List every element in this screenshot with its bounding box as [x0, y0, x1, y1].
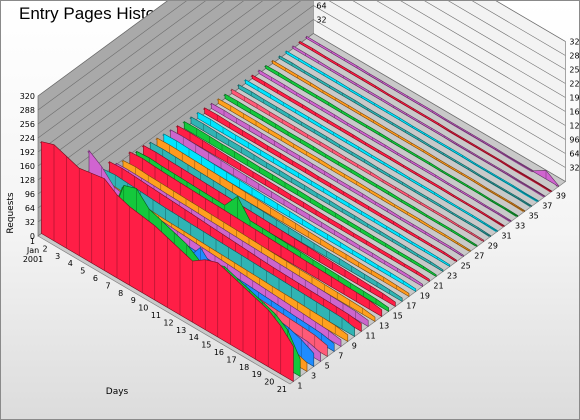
x-tick-label: 7: [106, 281, 111, 290]
depth-tick-label: 9: [352, 342, 357, 351]
y-right-tick-label: 160: [569, 108, 579, 117]
x-tick-label: 19: [252, 370, 262, 379]
depth-tick-label: 29: [488, 242, 498, 251]
depth-tick-label: 27: [474, 252, 484, 261]
depth-tick-label: 37: [542, 202, 552, 211]
depth-tick-label: 19: [420, 292, 430, 301]
x-axis-title: Days: [106, 387, 129, 397]
y-tick-label: 288: [20, 106, 35, 115]
depth-tick-label: 5: [325, 362, 330, 371]
x-tick-label: 20: [264, 378, 274, 387]
y-tick-label: 32: [25, 218, 35, 227]
depth-tick-label: 3: [311, 372, 316, 381]
y-tick-label: 160: [20, 162, 35, 171]
depth-tick-label: 1: [297, 382, 302, 391]
chart-title: Entry Pages History: [19, 4, 170, 23]
gridline: [37, 1, 566, 153]
gridline: [37, 1, 566, 97]
y-tick-label-back: 64: [316, 2, 326, 11]
y-tick-label: 128: [20, 176, 35, 185]
y-right-tick-label: 128: [569, 122, 579, 131]
x-tick-label: 17: [226, 355, 236, 364]
y-right-tick-label: 224: [569, 80, 579, 89]
y-tick-label: 320: [20, 92, 35, 101]
x-tick-label: 11: [151, 311, 161, 320]
x-tick-label: 2: [43, 244, 48, 253]
gridline: [37, 1, 566, 181]
x-tick-label: 4: [68, 259, 73, 268]
x-tick-sublabel: Jan: [26, 246, 39, 255]
x-tick-label: 9: [131, 296, 136, 305]
gridline: [37, 1, 566, 195]
y-tick-label: 224: [20, 134, 35, 143]
y-tick-label: 256: [20, 120, 35, 129]
gridline: [37, 1, 566, 111]
depth-tick-label: 39: [556, 192, 566, 201]
depth-tick-label: 11: [365, 332, 375, 341]
y-right-tick-label: 32: [569, 164, 579, 173]
y-tick-label: 192: [20, 148, 35, 157]
x-tick-label: 10: [138, 304, 148, 313]
gridline: [37, 1, 566, 167]
x-tick-label: 8: [118, 289, 123, 298]
x-tick-label: 16: [214, 348, 224, 357]
y-right-tick-label: 64: [569, 150, 579, 159]
y-right-tick-label: 192: [569, 94, 579, 103]
gridline: [37, 1, 566, 125]
x-tick-label: 14: [189, 333, 199, 342]
depth-tick-label: 7: [338, 352, 343, 361]
depth-tick-label: 23: [447, 272, 457, 281]
gridline: [37, 5, 566, 209]
y-axis-title: Requests: [6, 192, 16, 234]
depth-tick-label: 35: [529, 212, 539, 221]
y-right-tick-label: 96: [569, 136, 579, 145]
y-right-tick-label: 288: [569, 52, 579, 61]
y-right-tick-label: 256: [569, 66, 579, 75]
y-tick-label: 0: [30, 232, 35, 241]
depth-tick-label: 33: [515, 222, 525, 231]
depth-tick-label: 25: [461, 262, 471, 271]
depth-tick-label: 17: [406, 302, 416, 311]
x-tick-label: 5: [80, 267, 85, 276]
y-right-tick-label: 320: [569, 38, 579, 47]
x-tick-label: 1: [30, 237, 35, 246]
x-tick-label: 12: [163, 318, 173, 327]
gridline: [37, 1, 566, 139]
x-tick-label: 21: [277, 385, 287, 394]
x-tick-sublabel: 2001: [23, 255, 43, 264]
depth-tick-label: 31: [501, 232, 511, 241]
y-tick-label: 64: [25, 204, 35, 213]
depth-tick-label: 15: [393, 312, 403, 321]
x-tick-label: 6: [93, 274, 98, 283]
depth-tick-label: 13: [379, 322, 389, 331]
x-tick-label: 13: [176, 326, 186, 335]
x-tick-label: 3: [55, 252, 60, 261]
y-tick-label: 96: [25, 190, 35, 199]
y-tick-label-back: 32: [316, 16, 326, 25]
depth-tick-label: 21: [433, 282, 443, 291]
x-tick-label: 15: [201, 341, 211, 350]
x-tick-label: 18: [239, 363, 249, 372]
